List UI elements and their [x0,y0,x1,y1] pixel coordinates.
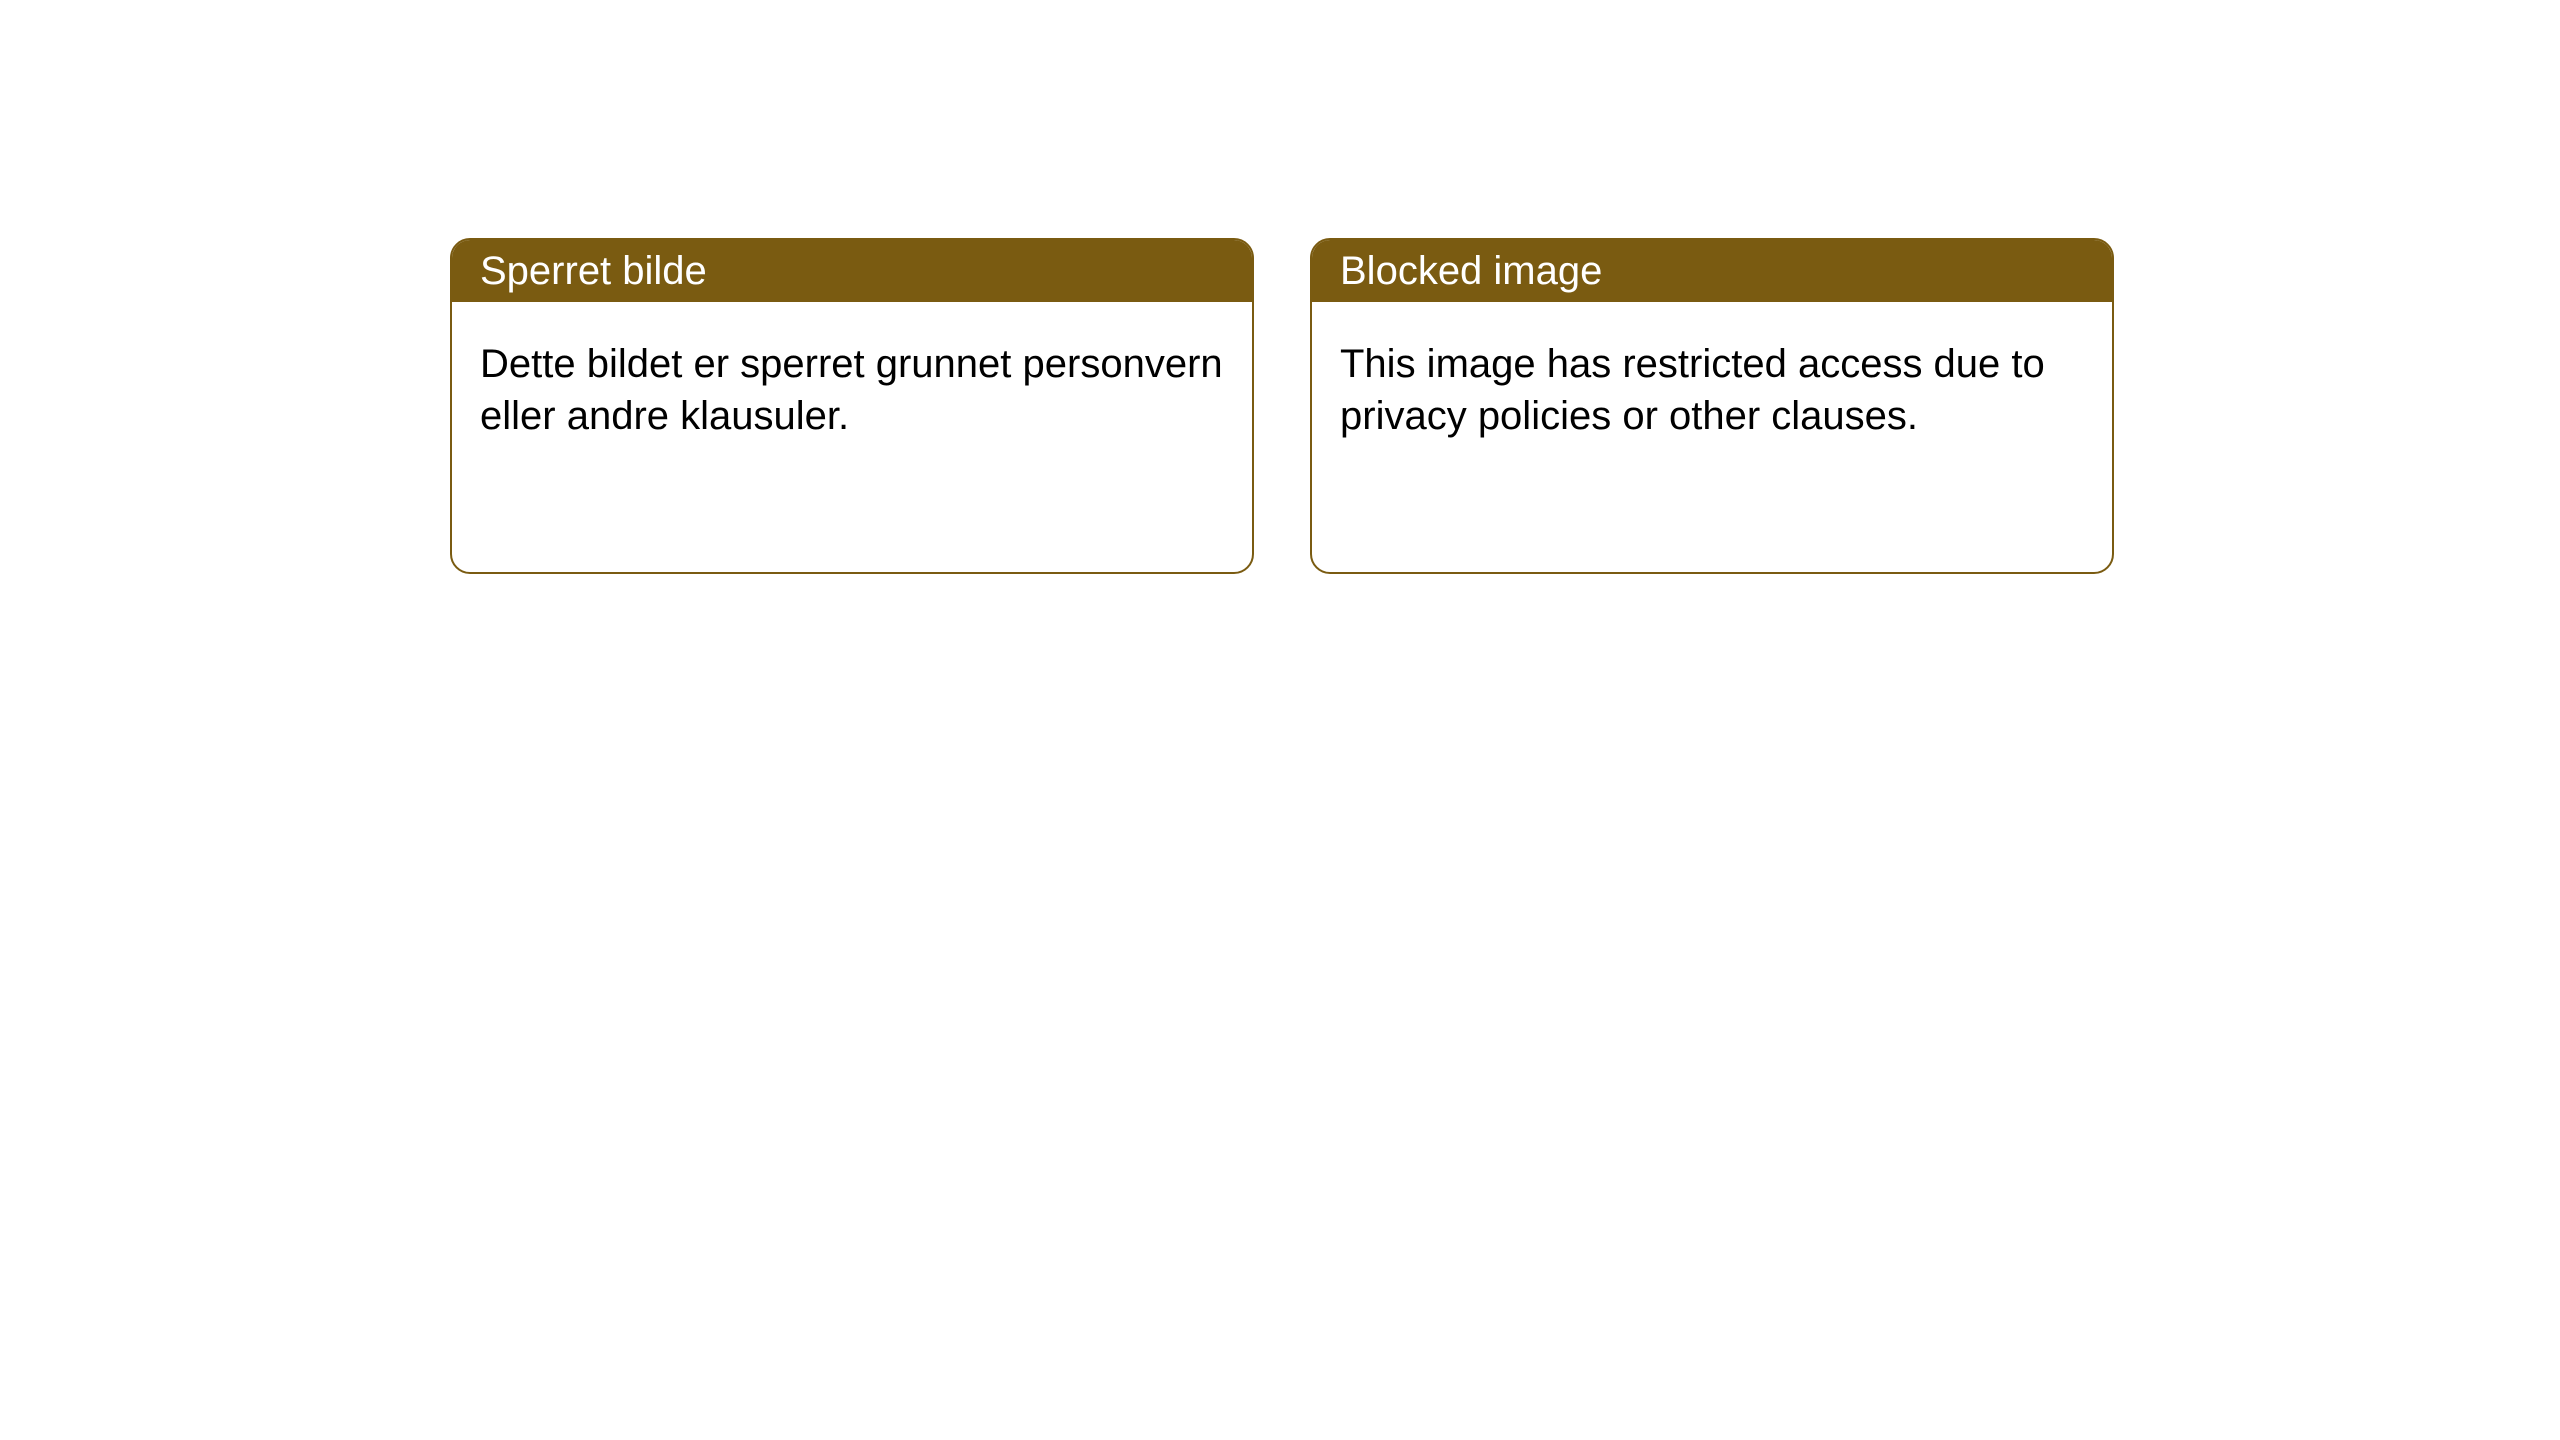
card-text-norwegian: Dette bildet er sperret grunnet personve… [480,342,1223,438]
card-title-norwegian: Sperret bilde [480,249,707,294]
card-title-english: Blocked image [1340,249,1602,294]
card-body-norwegian: Dette bildet er sperret grunnet personve… [452,302,1252,478]
blocked-image-card-english: Blocked image This image has restricted … [1310,238,2114,574]
notice-container: Sperret bilde Dette bildet er sperret gr… [0,0,2560,574]
card-header-norwegian: Sperret bilde [452,240,1252,302]
blocked-image-card-norwegian: Sperret bilde Dette bildet er sperret gr… [450,238,1254,574]
card-text-english: This image has restricted access due to … [1340,342,2045,438]
card-header-english: Blocked image [1312,240,2112,302]
card-body-english: This image has restricted access due to … [1312,302,2112,478]
